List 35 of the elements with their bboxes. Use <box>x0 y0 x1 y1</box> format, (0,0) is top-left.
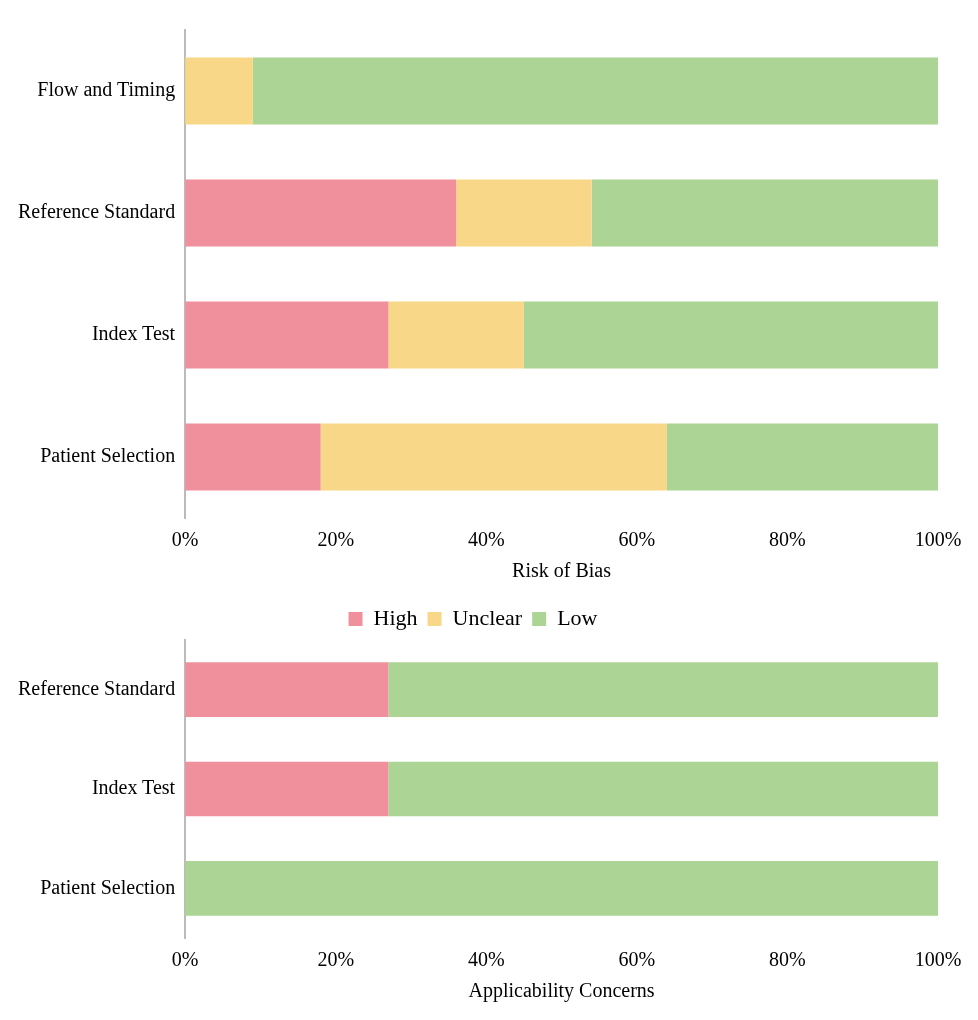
bar <box>252 57 938 125</box>
bar <box>666 423 938 491</box>
x-tick-label: 40% <box>467 528 505 551</box>
x-tick-label: 60% <box>618 528 656 551</box>
bar <box>591 179 938 247</box>
x-axis-title: Applicability Concerns <box>468 979 655 1003</box>
bar <box>185 301 389 369</box>
bar <box>456 179 592 247</box>
y-tick-label: Reference Standard <box>18 676 176 699</box>
x-tick-label: 80% <box>769 948 806 971</box>
bar <box>185 423 321 491</box>
x-tick-label: 100% <box>914 948 962 971</box>
x-tick-label: 60% <box>618 948 656 971</box>
legend-label: Low <box>557 604 598 630</box>
bar <box>185 57 253 125</box>
x-tick-label: 0% <box>171 528 199 551</box>
x-tick-label: 40% <box>467 948 505 971</box>
bar <box>388 301 524 369</box>
x-tick-label: 100% <box>914 528 962 551</box>
x-axis-title: Risk of Bias <box>512 559 612 582</box>
y-tick-label: Patient Selection <box>40 444 176 467</box>
x-tick-label: 20% <box>317 948 355 971</box>
y-tick-label: Patient Selection <box>40 875 176 898</box>
x-tick-label: 20% <box>317 528 355 551</box>
y-tick-label: Reference Standard <box>18 200 176 223</box>
bar <box>523 301 938 369</box>
bar <box>320 423 667 491</box>
y-tick-label: Index Test <box>91 322 176 345</box>
x-tick-label: 0% <box>171 948 199 971</box>
x-tick-label: 80% <box>769 528 806 551</box>
legend-label: High <box>373 604 418 630</box>
y-tick-label: Flow and Timing <box>37 78 176 102</box>
bar <box>185 179 457 247</box>
legend-label: Unclear <box>452 604 523 630</box>
y-tick-label: Index Test <box>91 776 176 799</box>
